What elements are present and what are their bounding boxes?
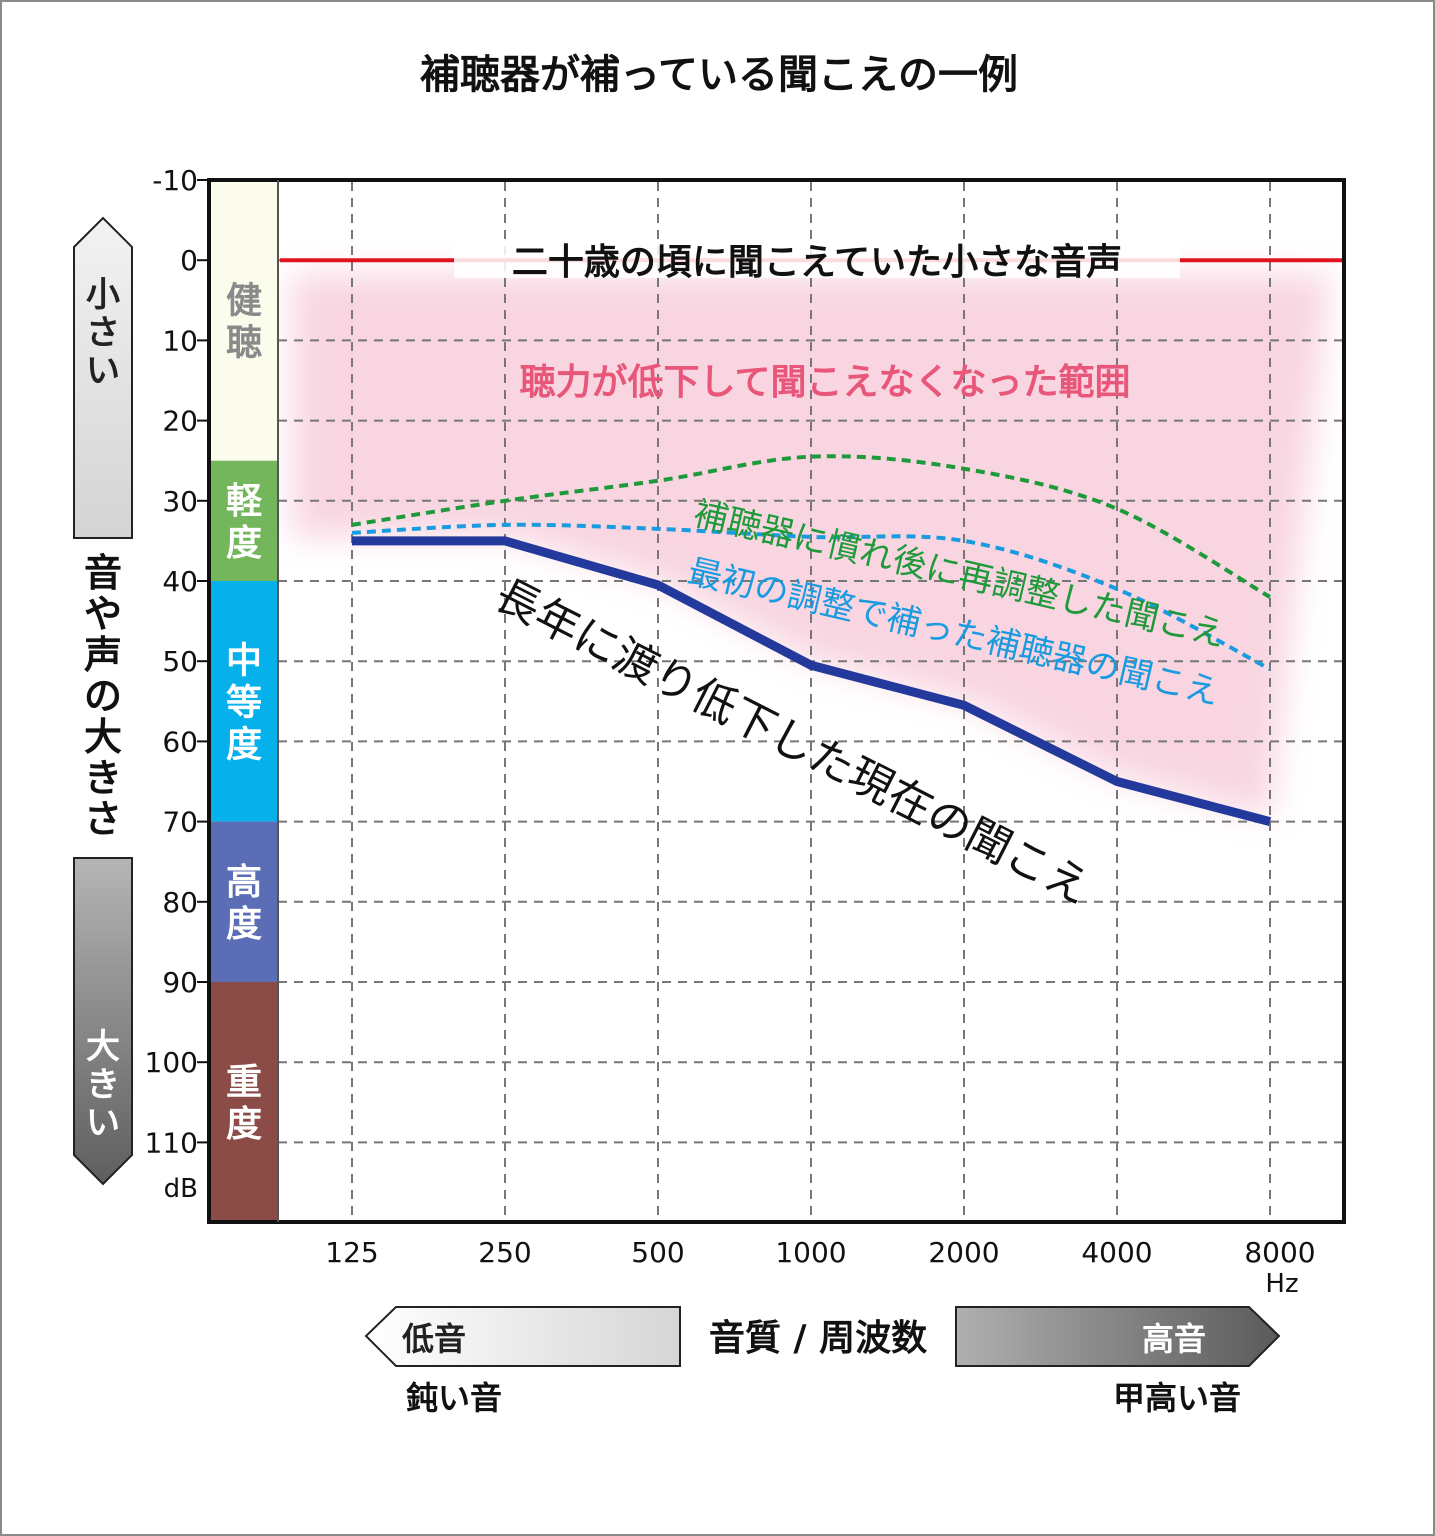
y-tick-label: 90	[162, 966, 198, 999]
x-axis-label: 音質 / 周波数	[709, 1318, 927, 1359]
y-tick-label: 30	[162, 485, 198, 518]
band-label-3: 高度	[226, 862, 262, 945]
x-unit: Hz	[1265, 1269, 1298, 1299]
lost-range-area	[292, 274, 1330, 818]
grid: -10 0 10 20 30 40 50 60 70 80 90 100 110 125 250 500 100…	[145, 164, 1344, 1269]
lost-range-label: 聴力が低下して聞こえなくなった範囲	[520, 362, 1131, 403]
y-tick-label: 10	[162, 324, 198, 357]
x-tick-label: 2000	[928, 1236, 999, 1269]
y-bottom-arrow	[73, 857, 133, 1186]
y-tick-label: 70	[162, 806, 198, 839]
band-label-1: 軽度	[226, 481, 263, 564]
y-bottom-arrow-label: 大きい	[86, 1027, 120, 1143]
x-left-arrow-label: 低音	[402, 1320, 466, 1358]
y-tick-label: 50	[162, 645, 198, 678]
reference-line-label: 二十歳の頃に聞こえていた小さな音声	[512, 242, 1122, 283]
y-top-arrow	[73, 216, 133, 539]
x-tick-label: 4000	[1081, 1236, 1152, 1269]
band-1	[211, 460, 278, 581]
x-tick-label: 250	[478, 1236, 531, 1269]
x-tick-label: 8000	[1244, 1236, 1315, 1269]
reference-label-bg	[454, 240, 1180, 278]
x-right-arrow-label: 高音	[1142, 1320, 1206, 1358]
x-left-caption: 鈍い音	[406, 1379, 502, 1417]
x-tick-label: 125	[325, 1236, 378, 1269]
x-tick-label: 1000	[775, 1236, 846, 1269]
band-label-2: 中等度	[226, 640, 262, 765]
y-tick-label: 80	[162, 886, 198, 919]
y-tick-label: 20	[162, 405, 198, 438]
y-top-arrow-label: 小さい	[86, 275, 120, 391]
band-0	[211, 180, 278, 461]
y-axis-label: 音や声の大きさ	[84, 551, 122, 841]
band-label-0: 健聴	[226, 280, 262, 363]
plot-border	[207, 178, 1346, 1224]
y-tick-label: 100	[145, 1046, 198, 1079]
y-tick-label: -10	[152, 164, 198, 197]
band-4	[211, 982, 278, 1222]
x-right-arrow	[955, 1306, 1281, 1367]
y-tick-label: 40	[162, 565, 198, 598]
band-2	[211, 581, 278, 822]
y-tick-label: 0	[180, 244, 198, 277]
band-label-4: 重度	[226, 1062, 262, 1145]
band-3	[211, 821, 278, 982]
y-unit: dB	[164, 1174, 198, 1204]
y-tick-label: 110	[145, 1126, 198, 1159]
x-left-arrow	[364, 1306, 681, 1367]
chart-title: 補聴器が補っている聞こえの一例	[420, 52, 1018, 98]
lost-range-shade	[292, 274, 1330, 818]
x-right-caption: 甲高い音	[1113, 1379, 1241, 1417]
y-tick-label: 60	[162, 725, 198, 758]
x-tick-label: 500	[631, 1236, 684, 1269]
